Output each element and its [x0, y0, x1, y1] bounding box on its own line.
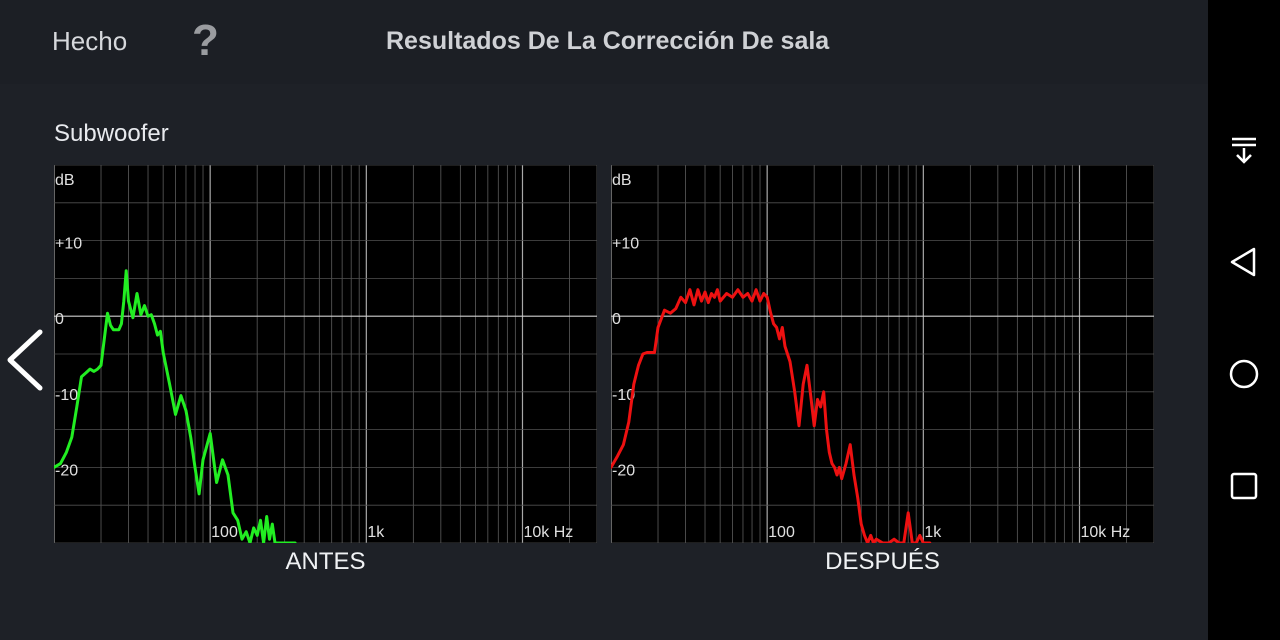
chart-after-y-tick-label: dB [612, 172, 632, 189]
chart-label-after: DESPUÉS [825, 548, 940, 575]
chart-before-grid [54, 165, 597, 543]
chart-before: dB +10 0 -10 -20 100 1k 10k Hz [54, 165, 597, 543]
circle-home-icon[interactable] [1228, 358, 1260, 390]
chart-before-y-tick-label: -10 [55, 387, 78, 404]
question-mark-icon[interactable]: ? [192, 16, 219, 65]
chart-before-x-tick-label: 1k [367, 524, 385, 541]
section-label: Subwoofer [54, 120, 169, 147]
chart-before-y-tick-label: 0 [55, 311, 64, 328]
chart-before-series-line [54, 269, 297, 543]
top-app-bar: Hecho ? Resultados De La Corrección De s… [0, 0, 1208, 84]
chart-after-y-tick-label: 0 [612, 311, 621, 328]
chart-before-y-tick-label: dB [55, 172, 75, 189]
chart-before-x-tick-label: 100 [211, 524, 238, 541]
chart-after-x-tick-label: 1k [924, 524, 942, 541]
done-button[interactable]: Hecho [52, 26, 128, 56]
chevron-left-icon[interactable] [4, 328, 48, 392]
notification-pull-down-icon[interactable] [1228, 134, 1260, 166]
triangle-back-icon[interactable] [1228, 246, 1260, 278]
chart-after-series-line [611, 288, 932, 543]
chart-after-grid [611, 165, 1154, 543]
page-title: Resultados De La Corrección De sala [386, 27, 830, 55]
chart-label-before: ANTES [285, 548, 366, 575]
chart-after-y-tick-label: -10 [612, 387, 635, 404]
system-nav-bar [1208, 0, 1280, 640]
chart-before-x-tick-label: 10k Hz [523, 524, 573, 541]
chart-after-y-tick-label: +10 [612, 236, 639, 253]
chart-after: dB +10 0 -10 -20 100 1k 10k Hz [611, 165, 1154, 543]
chart-after-x-tick-label: 10k Hz [1080, 524, 1130, 541]
chart-before-y-tick-label: -20 [55, 462, 78, 479]
chart-after-y-tick-label: -20 [612, 462, 635, 479]
chart-after-x-tick-label: 100 [768, 524, 795, 541]
square-recents-icon[interactable] [1228, 470, 1260, 502]
chart-before-y-tick-label: +10 [55, 236, 82, 253]
